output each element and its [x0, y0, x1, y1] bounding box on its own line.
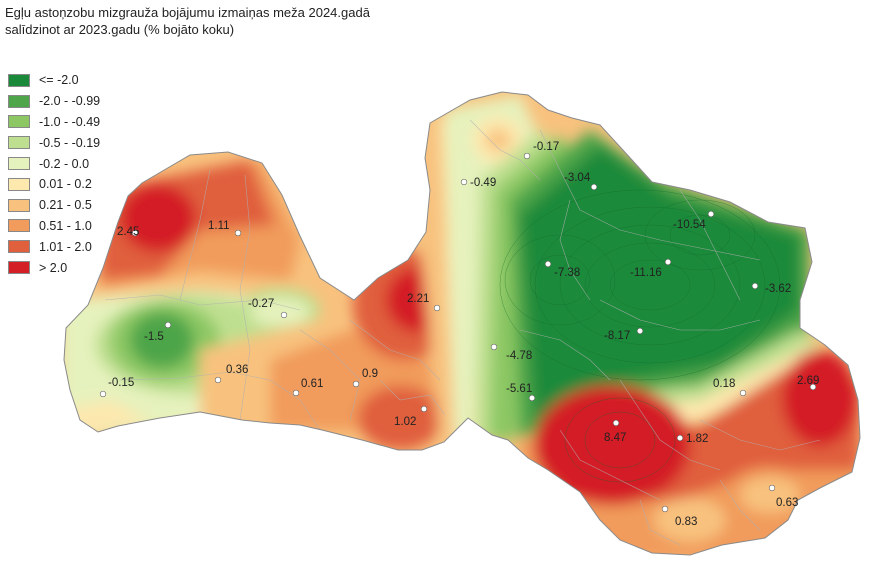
sample-point-label: -7.38: [554, 267, 580, 279]
legend-item: > 2.0: [8, 257, 100, 278]
sample-point-marker: [460, 178, 468, 186]
sample-point-label: 0.9: [362, 368, 378, 380]
sample-point-label: 1.82: [686, 433, 708, 445]
sample-point-label: -3.04: [564, 172, 591, 184]
sample-point-label: -0.17: [533, 141, 559, 153]
sample-point-label: -4.78: [506, 350, 532, 362]
sample-point-label: 0.83: [675, 516, 697, 528]
sample-point-marker: [164, 321, 172, 329]
sample-point-marker: [292, 389, 300, 397]
legend-item: <= -2.0: [8, 70, 100, 91]
sample-point-marker: [433, 304, 441, 312]
legend-item: 0.01 - 0.2: [8, 174, 100, 195]
legend-label: 1.01 - 2.0: [39, 239, 92, 254]
sample-point-marker: [590, 183, 598, 191]
sample-point-marker: [676, 434, 684, 442]
sample-point-label: 0.63: [776, 497, 798, 509]
sample-point-label: 8.47: [604, 432, 626, 444]
sample-point-label: -5.61: [506, 383, 532, 395]
sample-point-label: -11.16: [630, 267, 662, 279]
sample-point-marker: [664, 258, 672, 266]
sample-point-label: 2.21: [407, 293, 429, 305]
sample-point-marker: [352, 380, 360, 388]
sample-point-marker: [809, 383, 817, 391]
sample-point-marker: [214, 376, 222, 384]
sample-point-label: 0.18: [713, 378, 735, 390]
legend-swatch: [8, 261, 30, 275]
legend-item: -0.2 - 0.0: [8, 153, 100, 174]
legend-swatch: [8, 240, 30, 254]
legend-label: -0.5 - -0.19: [39, 135, 101, 150]
sample-point-marker: [280, 311, 288, 319]
legend-item: -1.0 - -0.49: [8, 112, 100, 133]
map-title: Egļu astoņzobu mizgrauža bojājumu izmaiņ…: [5, 5, 370, 37]
legend-swatch: [8, 94, 30, 108]
sample-point-marker: [234, 229, 242, 237]
sample-point-marker: [528, 394, 536, 402]
sample-point-label: 1.02: [394, 416, 416, 428]
sample-point-label: -0.49: [470, 177, 496, 189]
legend-swatch: [8, 157, 30, 171]
legend-swatch: [8, 198, 30, 212]
legend-label: -1.0 - -0.49: [39, 114, 101, 129]
sample-point-label: -10.54: [673, 219, 706, 231]
legend-label: -0.2 - 0.0: [39, 156, 90, 171]
legend-label: -2.0 - -0.99: [39, 94, 101, 109]
legend-swatch: [8, 136, 30, 150]
sample-point-label: -1.5: [144, 331, 164, 343]
sample-point-marker: [636, 327, 644, 335]
sample-point-marker: [768, 484, 776, 492]
sample-point-label: 1.11: [208, 220, 230, 232]
sample-point-label: 0.36: [226, 364, 248, 376]
legend-label: 0.21 - 0.5: [39, 198, 92, 213]
sample-point-marker: [544, 260, 552, 268]
sample-point-label: 0.61: [301, 378, 323, 390]
legend: <= -2.0 -2.0 - -0.99 -1.0 - -0.49 -0.5 -…: [8, 70, 100, 278]
sample-point-marker: [490, 343, 498, 351]
legend-item: -2.0 - -0.99: [8, 91, 100, 112]
legend-item: -0.5 - -0.19: [8, 132, 100, 153]
sample-point-marker: [707, 210, 715, 218]
sample-point-label: 2.45: [117, 226, 139, 238]
sample-point-label: -3.62: [765, 283, 791, 295]
legend-item: 0.51 - 1.0: [8, 216, 100, 237]
sample-point-label: -0.15: [108, 377, 134, 389]
sample-point-marker: [99, 390, 107, 398]
legend-label: > 2.0: [39, 260, 68, 275]
legend-swatch: [8, 177, 30, 191]
sample-point-marker: [751, 282, 759, 290]
sample-point-label: -0.27: [248, 298, 274, 310]
legend-label: <= -2.0: [39, 73, 79, 88]
sample-point-marker: [661, 505, 669, 513]
country-outline: [63, 91, 861, 556]
legend-swatch: [8, 219, 30, 233]
legend-swatch: [8, 115, 30, 129]
sample-point-marker: [739, 389, 747, 397]
legend-label: 0.01 - 0.2: [39, 177, 92, 192]
municipality-boundaries: [104, 119, 821, 546]
legend-item: 1.01 - 2.0: [8, 236, 100, 257]
legend-swatch: [8, 73, 30, 87]
sample-point-marker: [131, 229, 139, 237]
sample-point-marker: [612, 419, 620, 427]
sample-point-label: -8.17: [604, 330, 630, 342]
sample-point-marker: [420, 405, 428, 413]
legend-label: 0.51 - 1.0: [39, 218, 92, 233]
sample-point-label: 2.69: [797, 375, 819, 387]
contour-lines: [499, 189, 781, 483]
sample-point-marker: [523, 152, 531, 160]
value-points: 2.45 1.11 -0.27 -1.5 -0.15 0.36 0.61 0.9 1.02 2.2…: [99, 141, 819, 528]
legend-item: 0.21 - 0.5: [8, 195, 100, 216]
